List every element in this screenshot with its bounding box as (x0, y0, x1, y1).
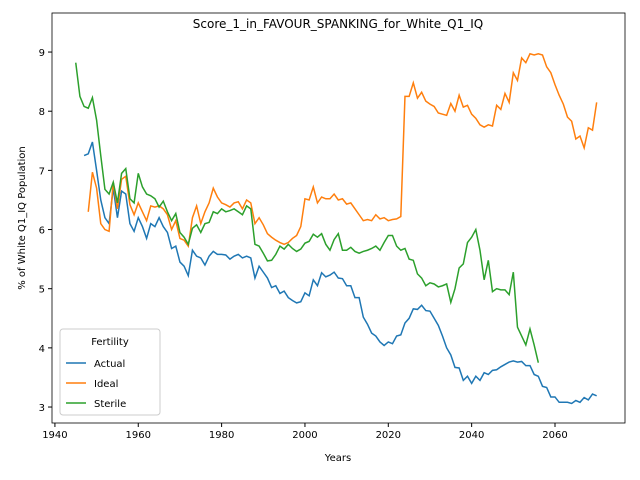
x-tick-label: 1960 (126, 430, 151, 441)
y-axis-label: % of White Q1_IQ Population (17, 146, 28, 290)
y-tick-label: 4 (39, 344, 45, 355)
legend-box (59, 328, 161, 416)
legend-title: Fertility (91, 337, 129, 348)
y-tick-label: 3 (39, 403, 45, 414)
y-tick-label: 5 (39, 285, 45, 296)
plot-frame (51, 12, 626, 424)
x-tick-label: 1940 (42, 430, 67, 441)
legend-label: Ideal (94, 379, 118, 390)
y-tick-label: 8 (39, 107, 45, 118)
x-tick-label: 2020 (376, 430, 401, 441)
x-tick-label: 1980 (209, 430, 234, 441)
series-line (83, 141, 597, 405)
legend-label: Actual (94, 359, 125, 370)
x-tick-label: 2060 (542, 430, 567, 441)
chart-title: Score_1_in_FAVOUR_SPANKING_for_White_Q1_… (193, 17, 483, 31)
x-tick-label: 2040 (459, 430, 484, 441)
legend-label: Sterile (94, 399, 126, 410)
y-tick-label: 7 (39, 166, 45, 177)
y-tick-label: 9 (39, 48, 45, 59)
x-tick-label: 2000 (292, 430, 317, 441)
y-tick-label: 6 (39, 226, 45, 237)
series-line (87, 52, 598, 249)
legend: Fertility Actual Ideal Sterile (59, 328, 161, 416)
x-axis-label: Years (324, 453, 351, 464)
series-line (75, 62, 540, 363)
